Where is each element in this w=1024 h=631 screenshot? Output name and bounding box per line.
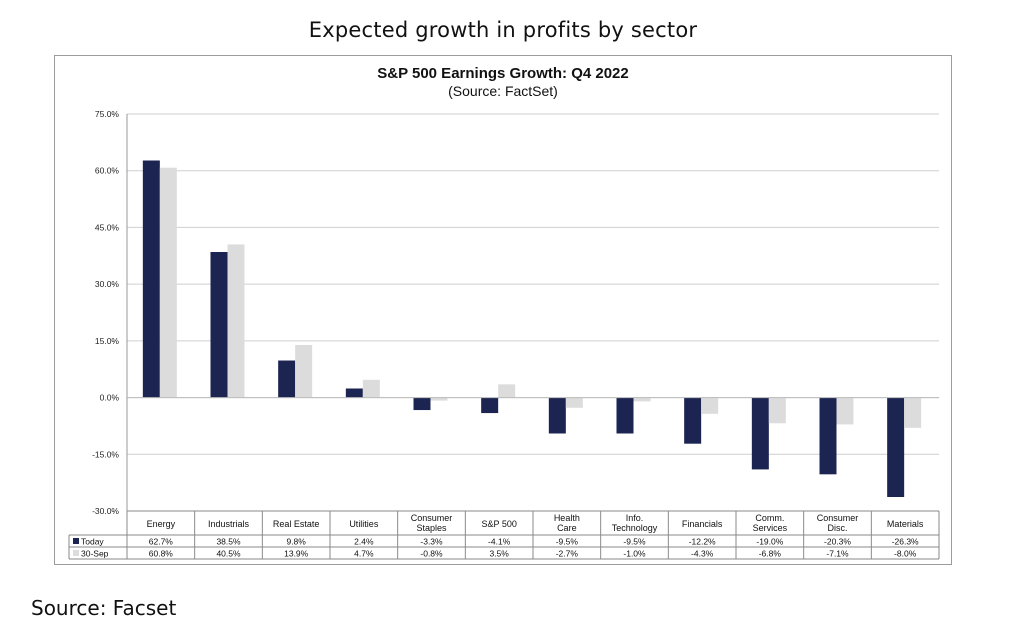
bar-sep30 — [904, 397, 922, 428]
bar-today — [751, 397, 769, 470]
category-label: Care — [557, 523, 577, 533]
category-label: Disc. — [828, 523, 848, 533]
data-label: -2.7% — [556, 549, 579, 559]
category-label: Energy — [147, 519, 176, 529]
legend-label-today: Today — [81, 537, 104, 547]
bar-sep30 — [430, 397, 448, 401]
data-label: -0.8% — [420, 549, 443, 559]
data-label: -4.1% — [488, 537, 511, 547]
data-label: -4.3% — [691, 549, 714, 559]
data-label: 40.5% — [216, 549, 241, 559]
data-label: 62.7% — [149, 537, 174, 547]
data-label: -8.0% — [894, 549, 917, 559]
data-label: 4.7% — [354, 549, 374, 559]
category-label: Consumer — [411, 513, 453, 523]
bar-today — [548, 397, 566, 434]
bar-sep30 — [565, 397, 583, 408]
data-label: 9.8% — [286, 537, 306, 547]
bar-today — [616, 397, 634, 434]
category-label: Utilities — [349, 519, 379, 529]
category-label: Financials — [682, 519, 723, 529]
chart-subtitle: (Source: FactSet) — [448, 83, 558, 99]
bar-today — [887, 397, 905, 498]
data-label: -19.0% — [756, 537, 783, 547]
category-label: Industrials — [208, 519, 250, 529]
bar-sep30 — [227, 244, 245, 398]
category-label: Real Estate — [273, 519, 320, 529]
bar-sep30 — [633, 397, 651, 402]
data-label: -9.5% — [556, 537, 579, 547]
bar-sep30 — [295, 345, 313, 398]
data-label: -7.1% — [826, 549, 849, 559]
category-label: Materials — [887, 519, 924, 529]
y-tick-label: 15.0% — [95, 336, 120, 346]
bar-sep30 — [836, 397, 854, 425]
bar-today — [278, 360, 296, 398]
bar-today — [481, 397, 499, 414]
category-label: Staples — [416, 523, 447, 533]
data-label: -3.3% — [420, 537, 443, 547]
earnings-growth-chart: S&P 500 Earnings Growth: Q4 2022(Source:… — [68, 65, 940, 560]
category-label: S&P 500 — [481, 519, 516, 529]
category-label: Services — [753, 523, 788, 533]
bar-today — [413, 397, 431, 411]
bar-today — [345, 388, 363, 398]
bar-sep30 — [498, 384, 516, 398]
category-label: Technology — [612, 523, 658, 533]
data-label: 3.5% — [489, 549, 509, 559]
bar-today — [210, 252, 228, 398]
data-label: -20.3% — [824, 537, 851, 547]
category-label: Consumer — [817, 513, 859, 523]
y-tick-label: 45.0% — [95, 222, 120, 232]
data-label: 13.9% — [284, 549, 309, 559]
bar-today — [142, 160, 160, 398]
data-label: -1.0% — [623, 549, 646, 559]
page-title: Expected growth in profits by sector — [308, 18, 698, 42]
chart-title: S&P 500 Earnings Growth: Q4 2022 — [377, 65, 628, 82]
y-tick-label: -15.0% — [92, 449, 119, 459]
category-label: Info. — [626, 513, 644, 523]
legend-swatch-today — [73, 538, 79, 544]
category-label: Comm. — [755, 513, 784, 523]
bar-sep30 — [159, 167, 177, 398]
y-tick-label: 30.0% — [95, 279, 120, 289]
bar-sep30 — [768, 397, 786, 424]
source-note: Source: Facset — [31, 596, 176, 620]
source-label: Source: — [31, 596, 107, 620]
data-label: 2.4% — [354, 537, 374, 547]
legend-swatch-sep30 — [73, 550, 79, 556]
data-label: -12.2% — [689, 537, 716, 547]
y-tick-label: -30.0% — [92, 506, 119, 516]
source-value: Facset — [112, 596, 177, 620]
chart-frame: S&P 500 Earnings Growth: Q4 2022 (Source:… — [54, 55, 952, 565]
bar-today — [819, 397, 837, 475]
y-tick-label: 75.0% — [95, 109, 120, 119]
category-label: Health — [554, 513, 580, 523]
bar-today — [684, 397, 702, 444]
data-label: -6.8% — [759, 549, 782, 559]
y-tick-label: 0.0% — [100, 393, 120, 403]
data-label: -26.3% — [892, 537, 919, 547]
data-label: 60.8% — [149, 549, 174, 559]
y-tick-label: 60.0% — [95, 166, 120, 176]
legend-label-sep30: 30-Sep — [81, 549, 109, 559]
bar-sep30 — [701, 397, 719, 414]
bar-sep30 — [362, 379, 380, 398]
data-label: -9.5% — [623, 537, 646, 547]
data-label: 38.5% — [216, 537, 241, 547]
